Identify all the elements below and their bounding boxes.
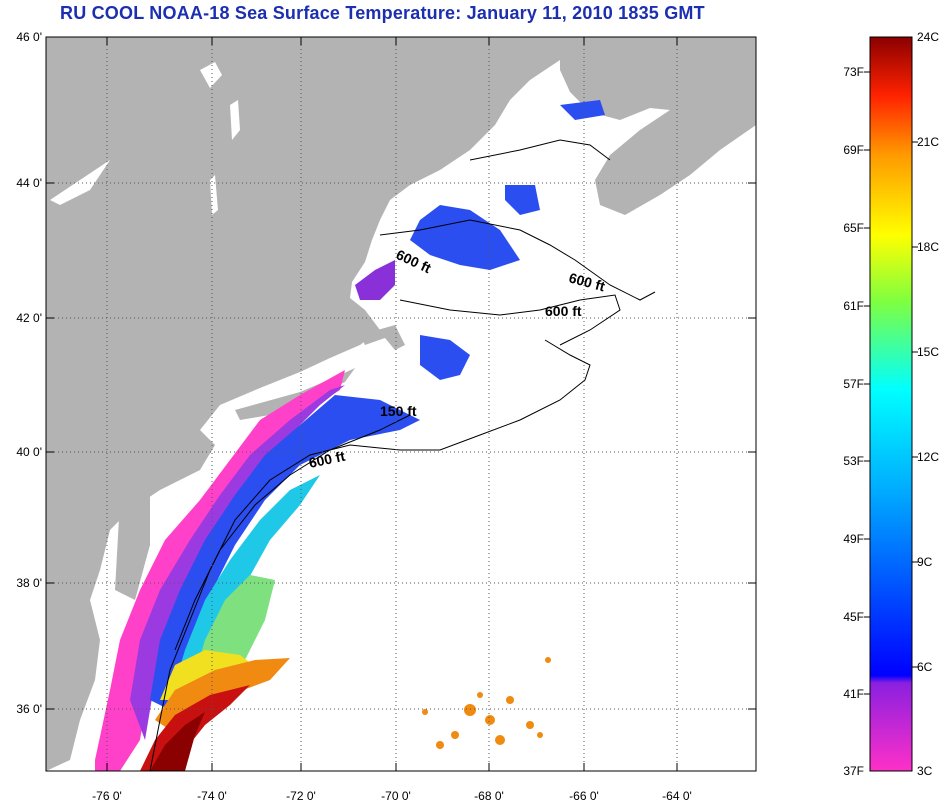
- lon-tick-label: -66 0': [569, 789, 599, 803]
- map-title: RU COOL NOAA-18 Sea Surface Temperature:…: [60, 3, 705, 23]
- lat-tick-label: 36 0': [16, 702, 42, 716]
- colorbar-f-label: 57F: [843, 377, 864, 391]
- colorbar-f-label: 73F: [843, 65, 864, 79]
- lat-tick-label: 38 0': [16, 576, 42, 590]
- colorbar-c-label: 9C: [917, 555, 933, 569]
- colorbar-f-label: 45F: [843, 610, 864, 624]
- land-long-island: [235, 368, 355, 420]
- lat-tick-label: 42 0': [16, 311, 42, 325]
- colorbar-f-label: 69F: [843, 143, 864, 157]
- contour-label: 600 ft: [545, 303, 582, 319]
- sst-coastal-cold: [95, 370, 345, 771]
- land-mainland: [46, 37, 560, 771]
- colorbar-c-label: 21C: [917, 135, 939, 149]
- colorbar-f-label: 49F: [843, 532, 864, 546]
- colorbar-c-label: 15C: [917, 345, 939, 359]
- lon-tick-label: -64 0': [662, 789, 692, 803]
- lon-tick-label: -72 0': [286, 789, 316, 803]
- colorbar-f-label: 37F: [843, 764, 864, 778]
- lon-tick-label: -76 0': [92, 789, 122, 803]
- colorbar-f-label: 53F: [843, 454, 864, 468]
- colorbar-c-label: 18C: [917, 240, 939, 254]
- colorbar-f-label: 61F: [843, 299, 864, 313]
- tick-marks: [46, 36, 756, 771]
- contour-150ft: [174, 414, 411, 651]
- colorbar-f-label: 65F: [843, 221, 864, 235]
- contour-gulf-maine: [379, 219, 656, 301]
- colorbar-ticks: [864, 71, 918, 695]
- colorbar-c-label: 12C: [917, 450, 939, 464]
- colorbar-c-label: 3C: [917, 764, 933, 778]
- land-delmarva: [115, 490, 150, 600]
- colorbar: [869, 36, 913, 772]
- contour-label: 150 ft: [380, 403, 417, 419]
- contour-label: 600 ft: [307, 448, 346, 471]
- lat-tick-label: 46 0': [16, 30, 42, 44]
- lat-tick-label: 40 0': [16, 445, 42, 459]
- contour-600ft-shelf: [149, 339, 591, 771]
- land-maritimes: [560, 37, 756, 215]
- lon-tick-label: -68 0': [474, 789, 504, 803]
- land-cape-cod: [360, 325, 405, 350]
- map-frame: [45, 36, 757, 772]
- lon-tick-label: -74 0': [197, 789, 227, 803]
- colorbar-c-label: 6C: [917, 660, 933, 674]
- colorbar-f-label: 41F: [843, 687, 864, 701]
- sst-offshore-warm: [422, 657, 551, 749]
- depth-contours: [149, 139, 656, 771]
- lon-tick-label: -70 0': [381, 789, 411, 803]
- lat-tick-label: 44 0': [16, 176, 42, 190]
- colorbar-c-label: 24C: [917, 30, 939, 44]
